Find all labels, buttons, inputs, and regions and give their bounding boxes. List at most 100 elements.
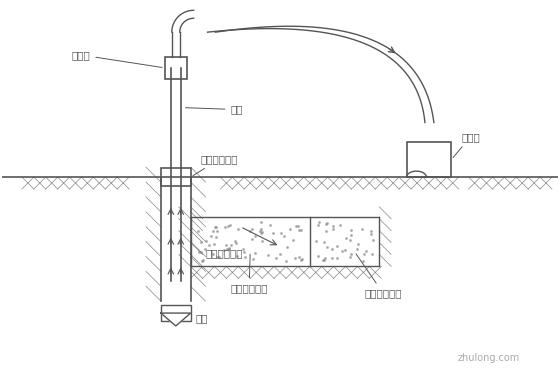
Point [223,245,232,251]
Point [234,226,242,232]
Point [367,231,376,237]
Point [251,233,260,239]
Point [213,228,222,234]
Point [321,228,330,234]
Text: 泥浆循环方向: 泥浆循环方向 [206,248,243,259]
Point [239,248,248,254]
Bar [165,57,186,79]
Point [279,233,288,239]
Point [256,226,265,232]
Point [321,221,330,227]
Text: zhulong.com: zhulong.com [458,353,520,363]
Point [328,245,337,251]
Point [256,219,265,225]
Point [208,228,217,234]
Point [196,239,205,245]
Point [210,241,219,247]
Point [207,233,216,239]
Point [225,222,234,228]
Point [341,247,350,253]
Point [354,241,363,247]
Point [311,238,320,244]
Point [338,248,347,254]
Point [320,239,329,245]
Point [291,255,300,261]
Point [295,227,304,233]
Point [222,242,231,248]
Point [193,228,202,234]
Point [198,257,207,264]
Point [214,254,223,260]
Point [347,227,356,233]
Point [292,223,301,229]
Point [277,230,286,236]
Point [220,247,228,253]
Point [249,256,258,262]
Point [282,244,291,250]
Point [258,230,267,236]
Point [297,257,306,263]
Point [276,251,284,257]
Point [232,253,241,259]
Point [271,256,280,262]
Point [230,238,239,244]
Point [357,225,366,231]
Point [225,245,234,251]
Bar [161,168,190,186]
Point [368,237,377,243]
Point [264,252,273,258]
Text: 钻杆: 钻杆 [185,104,243,115]
Point [225,246,234,252]
Point [202,238,211,244]
Point [250,250,259,256]
Point [248,226,257,232]
Point [336,222,345,228]
Point [286,226,295,232]
Point [241,254,250,260]
Point [231,240,240,246]
Point [295,254,304,260]
Point [347,251,356,257]
Point [204,242,213,248]
Point [328,255,337,261]
Polygon shape [161,313,190,326]
Point [201,246,210,252]
Point [297,227,306,233]
Point [313,253,322,259]
Point [352,246,361,252]
Point [223,223,232,229]
Point [289,237,298,243]
Text: 泥浆池及泥浆: 泥浆池及泥浆 [356,254,402,298]
Point [257,230,266,236]
Point [328,223,337,229]
Point [268,230,277,236]
Point [346,254,355,260]
Point [195,249,204,255]
Point [282,258,291,264]
Point [346,232,355,238]
Text: 钻头: 钻头 [195,313,208,323]
Point [211,224,220,230]
Point [362,248,371,254]
Point [320,257,329,263]
Point [256,228,265,234]
Text: 沉淀池及沉渣: 沉淀池及沉渣 [230,254,268,293]
Point [342,235,351,241]
Point [245,228,254,234]
Point [258,238,267,244]
Point [239,246,248,252]
Point [266,222,275,228]
Point [221,224,230,230]
Point [323,220,332,226]
Point [368,251,377,257]
Point [367,228,376,234]
Point [328,226,337,232]
Point [248,236,256,242]
Point [314,219,323,225]
Point [346,237,354,243]
Point [332,243,341,249]
Point [360,251,369,257]
Point [294,223,303,229]
Point [358,258,367,264]
Text: 泥浆泵: 泥浆泵 [453,132,480,158]
